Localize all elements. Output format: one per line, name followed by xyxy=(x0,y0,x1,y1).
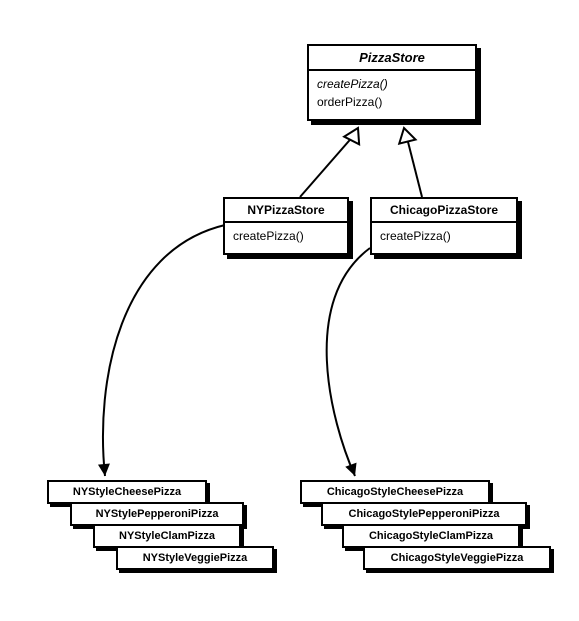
method-create-pizza: createPizza() xyxy=(380,227,508,245)
method-order-pizza: orderPizza() xyxy=(317,93,467,111)
method-create-pizza: createPizza() xyxy=(317,75,467,93)
class-methods: createPizza() xyxy=(372,223,516,253)
class-chicago-style-cheese-pizza: ChicagoStyleCheesePizza xyxy=(300,480,490,504)
class-chicago-pizza-store: ChicagoPizzaStore createPizza() xyxy=(370,197,518,255)
class-ny-pizza-store: NYPizzaStore createPizza() xyxy=(223,197,349,255)
class-title: ChicagoPizzaStore xyxy=(372,199,516,223)
class-ny-style-veggie-pizza: NYStyleVeggiePizza xyxy=(116,546,274,570)
class-methods: createPizza() orderPizza() xyxy=(309,71,475,119)
class-pizza-store: PizzaStore createPizza() orderPizza() xyxy=(307,44,477,121)
class-ny-style-cheese-pizza: NYStyleCheesePizza xyxy=(47,480,207,504)
class-ny-style-clam-pizza: NYStyleClamPizza xyxy=(93,524,241,548)
class-title: NYPizzaStore xyxy=(225,199,347,223)
class-methods: createPizza() xyxy=(225,223,347,253)
class-chicago-style-pepperoni-pizza: ChicagoStylePepperoniPizza xyxy=(321,502,527,526)
method-create-pizza: createPizza() xyxy=(233,227,339,245)
class-title: PizzaStore xyxy=(309,46,475,71)
class-chicago-style-veggie-pizza: ChicagoStyleVeggiePizza xyxy=(363,546,551,570)
class-chicago-style-clam-pizza: ChicagoStyleClamPizza xyxy=(342,524,520,548)
class-ny-style-pepperoni-pizza: NYStylePepperoniPizza xyxy=(70,502,244,526)
